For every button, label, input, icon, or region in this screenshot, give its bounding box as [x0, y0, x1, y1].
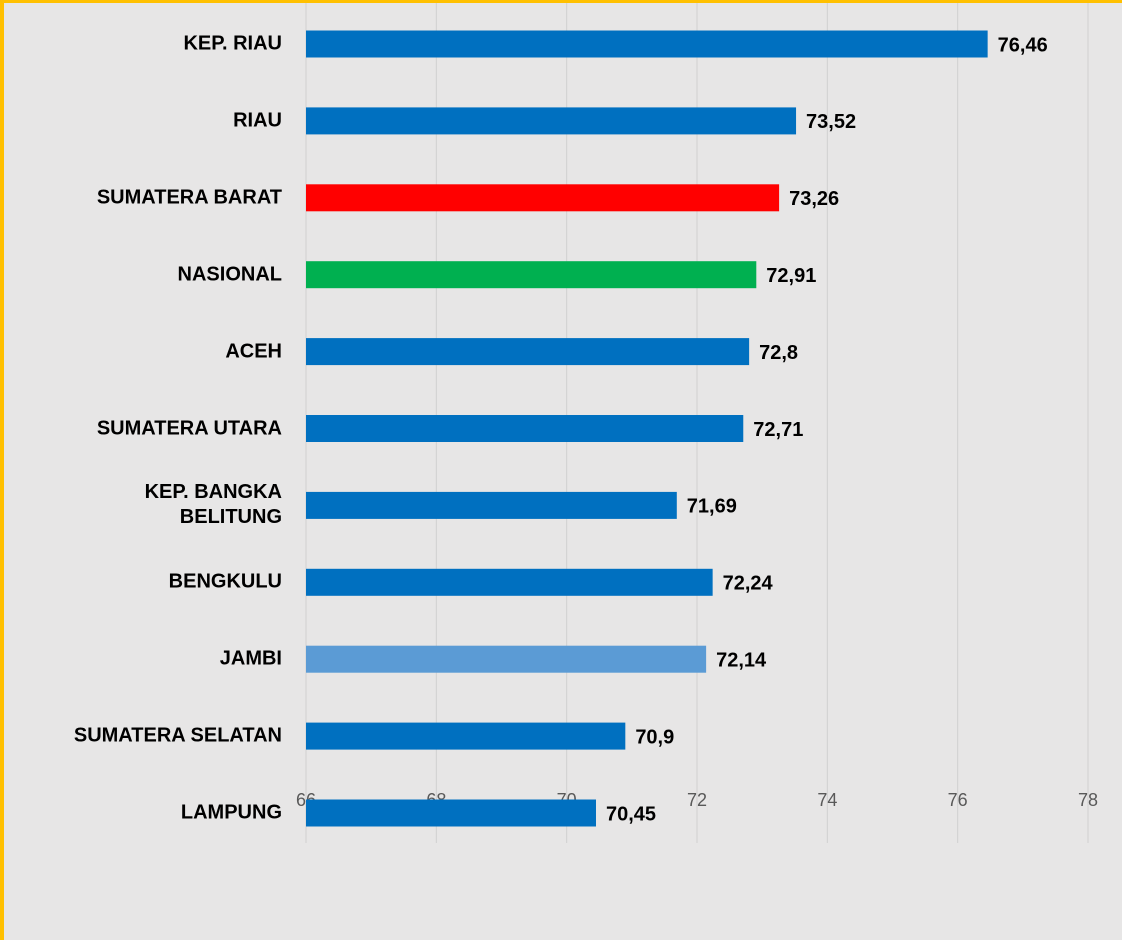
bar [306, 415, 744, 442]
y-tick-label: SUMATERA UTARA [96, 417, 282, 439]
bar [306, 645, 707, 673]
x-tick-label: 76 [948, 790, 968, 810]
value-label: 73,26 [789, 188, 839, 210]
y-tick-label: KEP. BANGKA BELITUNG [144, 481, 282, 529]
y-tick-label: RIAU [233, 109, 282, 132]
bar [306, 799, 596, 827]
value-label: 72,71 [753, 419, 803, 441]
value-label: 73,52 [806, 111, 856, 133]
y-tick-label: JAMBI [219, 647, 282, 670]
value-label: 70,9 [635, 726, 674, 748]
bar [306, 491, 677, 519]
y-tick-label: BENGKULU [168, 570, 282, 593]
value-label: 70,45 [606, 803, 656, 825]
value-label: 72,91 [766, 265, 816, 287]
plot: 6668707274767876,4673,5273,2672,9172,872… [296, 3, 1098, 843]
y-tick-label: SUMATERA BARAT [96, 186, 282, 209]
bar [306, 30, 988, 58]
y-tick-label: NASIONAL [177, 263, 282, 286]
y-tick-label: LAMPUNG [180, 801, 282, 824]
value-label: 72,14 [716, 649, 767, 671]
value-label: 76,46 [998, 34, 1048, 56]
y-tick-label: KEP. RIAU [183, 32, 282, 55]
y-tick-label: ACEH [225, 340, 282, 363]
value-label: 72,24 [723, 573, 774, 595]
value-label: 71,69 [687, 496, 737, 518]
bar [306, 338, 750, 366]
bar [306, 107, 797, 135]
x-tick-label: 72 [687, 790, 707, 810]
value-label: 72,8 [759, 342, 798, 364]
bar [306, 184, 780, 212]
bar [306, 568, 713, 596]
y-tick-label: SUMATERA SELATAN [73, 724, 282, 747]
bar [306, 261, 757, 289]
x-tick-label: 74 [817, 790, 837, 810]
bar [306, 722, 626, 750]
x-tick-label: 78 [1078, 790, 1098, 810]
